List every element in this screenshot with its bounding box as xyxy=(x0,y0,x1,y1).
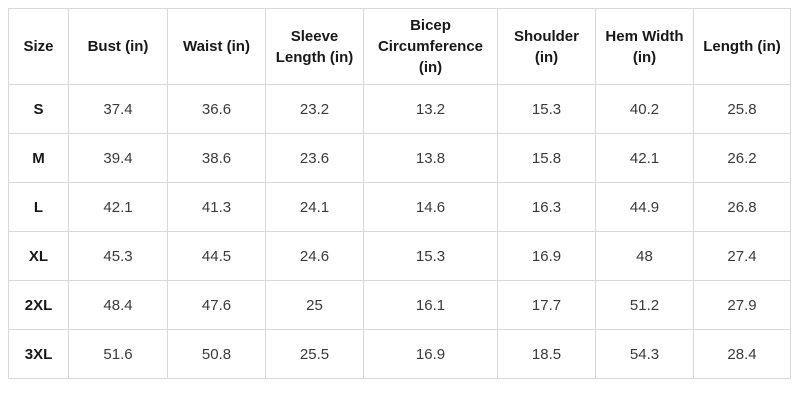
sleeve-length-value: 25 xyxy=(265,280,364,330)
header-cell-waist: Waist (in) xyxy=(167,8,266,85)
sleeve-length-value: 24.6 xyxy=(265,231,364,281)
header-cell-bicep-circumference: Bicep Circumference (in) xyxy=(363,8,498,85)
table-row-3xl: 3XL 51.6 50.8 25.5 16.9 18.5 54.3 28.4 xyxy=(8,329,791,379)
sleeve-length-value: 24.1 xyxy=(265,182,364,232)
bust-value: 37.4 xyxy=(68,84,168,134)
shoulder-value: 16.9 xyxy=(497,231,596,281)
shoulder-value: 18.5 xyxy=(497,329,596,379)
size-label: 3XL xyxy=(8,329,69,379)
header-cell-hem-width: Hem Width (in) xyxy=(595,8,694,85)
size-chart-table: Size Bust (in) Waist (in) Sleeve Length … xyxy=(8,8,791,379)
bicep-circumference-value: 16.9 xyxy=(363,329,498,379)
table-row-s: S 37.4 36.6 23.2 13.2 15.3 40.2 25.8 xyxy=(8,84,791,134)
table-row-2xl: 2XL 48.4 47.6 25 16.1 17.7 51.2 27.9 xyxy=(8,280,791,330)
length-value: 25.8 xyxy=(693,84,791,134)
sleeve-length-value: 25.5 xyxy=(265,329,364,379)
length-value: 27.4 xyxy=(693,231,791,281)
size-label: M xyxy=(8,133,69,183)
table-row-l: L 42.1 41.3 24.1 14.6 16.3 44.9 26.8 xyxy=(8,182,791,232)
table-row-m: M 39.4 38.6 23.6 13.8 15.8 42.1 26.2 xyxy=(8,133,791,183)
bust-value: 42.1 xyxy=(68,182,168,232)
waist-value: 36.6 xyxy=(167,84,266,134)
waist-value: 47.6 xyxy=(167,280,266,330)
size-chart-container: Size Bust (in) Waist (in) Sleeve Length … xyxy=(8,8,791,379)
waist-value: 50.8 xyxy=(167,329,266,379)
hem-width-value: 44.9 xyxy=(595,182,694,232)
length-value: 26.8 xyxy=(693,182,791,232)
header-cell-size: Size xyxy=(8,8,69,85)
hem-width-value: 40.2 xyxy=(595,84,694,134)
bust-value: 45.3 xyxy=(68,231,168,281)
header-row: Size Bust (in) Waist (in) Sleeve Length … xyxy=(8,8,791,85)
header-cell-shoulder: Shoulder (in) xyxy=(497,8,596,85)
size-label: L xyxy=(8,182,69,232)
waist-value: 41.3 xyxy=(167,182,266,232)
bust-value: 51.6 xyxy=(68,329,168,379)
header-cell-sleeve-length: Sleeve Length (in) xyxy=(265,8,364,85)
hem-width-value: 51.2 xyxy=(595,280,694,330)
shoulder-value: 15.3 xyxy=(497,84,596,134)
size-label: S xyxy=(8,84,69,134)
bust-value: 39.4 xyxy=(68,133,168,183)
bicep-circumference-value: 14.6 xyxy=(363,182,498,232)
waist-value: 44.5 xyxy=(167,231,266,281)
table-body: S 37.4 36.6 23.2 13.2 15.3 40.2 25.8 M 3… xyxy=(8,84,791,379)
bicep-circumference-value: 13.2 xyxy=(363,84,498,134)
table-row-xl: XL 45.3 44.5 24.6 15.3 16.9 48 27.4 xyxy=(8,231,791,281)
bicep-circumference-value: 15.3 xyxy=(363,231,498,281)
shoulder-value: 16.3 xyxy=(497,182,596,232)
length-value: 26.2 xyxy=(693,133,791,183)
shoulder-value: 17.7 xyxy=(497,280,596,330)
size-label: 2XL xyxy=(8,280,69,330)
header-cell-bust: Bust (in) xyxy=(68,8,168,85)
sleeve-length-value: 23.6 xyxy=(265,133,364,183)
bicep-circumference-value: 13.8 xyxy=(363,133,498,183)
waist-value: 38.6 xyxy=(167,133,266,183)
length-value: 28.4 xyxy=(693,329,791,379)
hem-width-value: 54.3 xyxy=(595,329,694,379)
bust-value: 48.4 xyxy=(68,280,168,330)
header-cell-length: Length (in) xyxy=(693,8,791,85)
shoulder-value: 15.8 xyxy=(497,133,596,183)
hem-width-value: 42.1 xyxy=(595,133,694,183)
table-header: Size Bust (in) Waist (in) Sleeve Length … xyxy=(8,8,791,85)
sleeve-length-value: 23.2 xyxy=(265,84,364,134)
hem-width-value: 48 xyxy=(595,231,694,281)
length-value: 27.9 xyxy=(693,280,791,330)
bicep-circumference-value: 16.1 xyxy=(363,280,498,330)
size-label: XL xyxy=(8,231,69,281)
